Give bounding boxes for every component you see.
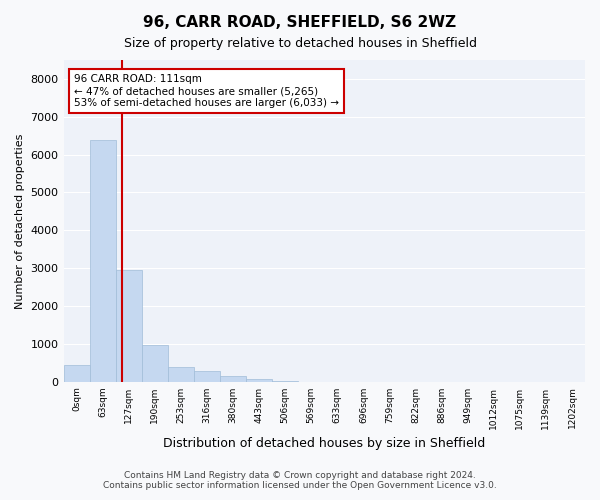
Bar (194, 372, 220, 382)
Y-axis label: Number of detached properties: Number of detached properties (15, 133, 25, 308)
X-axis label: Distribution of detached houses by size in Sheffield: Distribution of detached houses by size … (163, 437, 485, 450)
Bar (272, 381, 298, 382)
Text: 96 CARR ROAD: 111sqm
← 47% of detached houses are smaller (5,265)
53% of semi-de: 96 CARR ROAD: 111sqm ← 47% of detached h… (74, 74, 339, 108)
Text: 96, CARR ROAD, SHEFFIELD, S6 2WZ: 96, CARR ROAD, SHEFFIELD, S6 2WZ (143, 15, 457, 30)
Bar (168, 367, 194, 382)
Text: Contains HM Land Registry data © Crown copyright and database right 2024.
Contai: Contains HM Land Registry data © Crown c… (103, 470, 497, 490)
Bar (220, 376, 246, 382)
Text: Size of property relative to detached houses in Sheffield: Size of property relative to detached ho… (124, 38, 476, 51)
Bar (246, 378, 272, 382)
Bar (116, 270, 142, 382)
Bar (64, 366, 89, 382)
Bar (142, 346, 168, 382)
Bar (89, 140, 116, 382)
